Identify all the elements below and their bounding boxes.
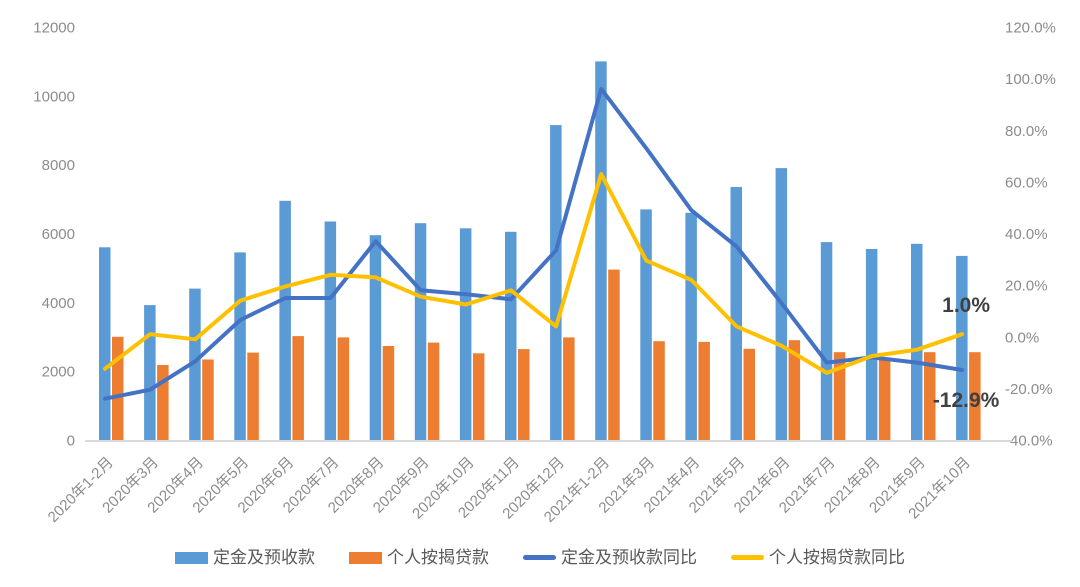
- left-axis-tick-label: 2000: [42, 364, 75, 381]
- bar: [608, 269, 620, 440]
- right-axis-tick-label: 100.0%: [1005, 71, 1056, 88]
- line-series-1: [103, 172, 965, 375]
- bar: [563, 337, 575, 440]
- left-axis: 0 2000 4000 6000 8000 10000 12000: [33, 20, 75, 450]
- combo-chart: 0 2000 4000 6000 8000 10000 12000 -40.0% -20.0% 0…: [33, 20, 1056, 526]
- bar: [743, 348, 755, 440]
- bar: [202, 359, 214, 440]
- bar: [279, 200, 291, 440]
- right-axis-tick-label: 80.0%: [1005, 123, 1048, 140]
- bar: [505, 231, 517, 440]
- right-axis-tick-label: 120.0%: [1005, 20, 1056, 37]
- bar: [337, 337, 350, 440]
- right-axis-tick-label: -40.0%: [1005, 433, 1053, 450]
- chart-legend: 定金及预收款 个人按揭贷款 定金及预收款同比 个人按揭贷款同比: [0, 549, 1080, 566]
- legend-item-2: 定金及预收款同比: [523, 549, 697, 566]
- right-axis-tick-label: 20.0%: [1005, 278, 1048, 295]
- legend-item-3: 个人按揭贷款同比: [731, 549, 905, 566]
- x-axis: 2020年1-2月2020年3月2020年4月2020年5月2020年6月202…: [45, 454, 974, 526]
- legend-label: 定金及预收款同比: [561, 548, 697, 567]
- data-label: -12.9%: [933, 389, 1000, 412]
- left-axis-tick-label: 4000: [42, 295, 75, 312]
- bar: [99, 247, 111, 440]
- legend-label: 个人按揭贷款同比: [769, 548, 905, 567]
- bar: [969, 352, 981, 440]
- bar: [833, 352, 846, 440]
- bar: [157, 365, 169, 440]
- bar: [595, 61, 607, 441]
- bar: [730, 187, 742, 440]
- bar: [698, 341, 710, 440]
- right-axis-tick-label: 0.0%: [1005, 329, 1039, 346]
- legend-bar-swatch: [349, 551, 382, 564]
- legend-label: 个人按揭贷款: [387, 548, 489, 567]
- bar: [459, 228, 472, 440]
- bar: [292, 336, 304, 440]
- left-axis-tick-label: 10000: [33, 88, 75, 105]
- bar: [414, 223, 427, 440]
- bar: [820, 242, 833, 440]
- bar: [189, 288, 201, 440]
- bar: [112, 336, 124, 441]
- bar: [911, 243, 923, 440]
- bar: [144, 305, 156, 440]
- right-axis: -40.0% -20.0% 0.0% 20.0% 40.0% 60.0% 80.0% 100.…: [1005, 20, 1056, 450]
- line-series-0: [103, 86, 965, 401]
- bar: [685, 212, 697, 440]
- bar: [472, 353, 485, 440]
- x-axis-tick-label: 2020年1-2月: [45, 454, 117, 526]
- right-axis-tick-label: -20.0%: [1005, 381, 1053, 398]
- bar-series-1: [112, 269, 981, 441]
- legend-item-1: 个人按揭贷款: [349, 549, 489, 566]
- left-axis-tick-label: 6000: [42, 226, 75, 243]
- bar: [924, 352, 936, 440]
- right-axis-tick-label: 60.0%: [1005, 174, 1048, 191]
- legend-bar-swatch: [175, 551, 208, 564]
- bar: [865, 249, 878, 440]
- bar: [234, 252, 246, 440]
- legend-line-swatch: [731, 555, 764, 560]
- bar: [878, 357, 891, 440]
- data-label: 1.0%: [942, 294, 990, 317]
- legend-line-swatch: [523, 555, 556, 560]
- bar: [324, 221, 337, 440]
- bar-series-0: [99, 61, 968, 441]
- bar: [518, 349, 530, 440]
- bar: [550, 125, 562, 440]
- left-axis-tick-label: 8000: [42, 157, 75, 174]
- bar: [427, 342, 440, 440]
- bar: [369, 235, 382, 440]
- legend-item-0: 定金及预收款: [175, 549, 315, 566]
- bar: [956, 255, 968, 440]
- bar: [382, 346, 395, 440]
- bar: [640, 209, 652, 440]
- left-axis-tick-label: 12000: [33, 20, 75, 37]
- bar: [788, 340, 801, 440]
- bar: [247, 352, 259, 440]
- left-axis-tick-label: 0: [67, 433, 75, 450]
- right-axis-tick-label: 40.0%: [1005, 226, 1048, 243]
- legend-label: 定金及预收款: [213, 548, 315, 567]
- bar: [653, 341, 665, 440]
